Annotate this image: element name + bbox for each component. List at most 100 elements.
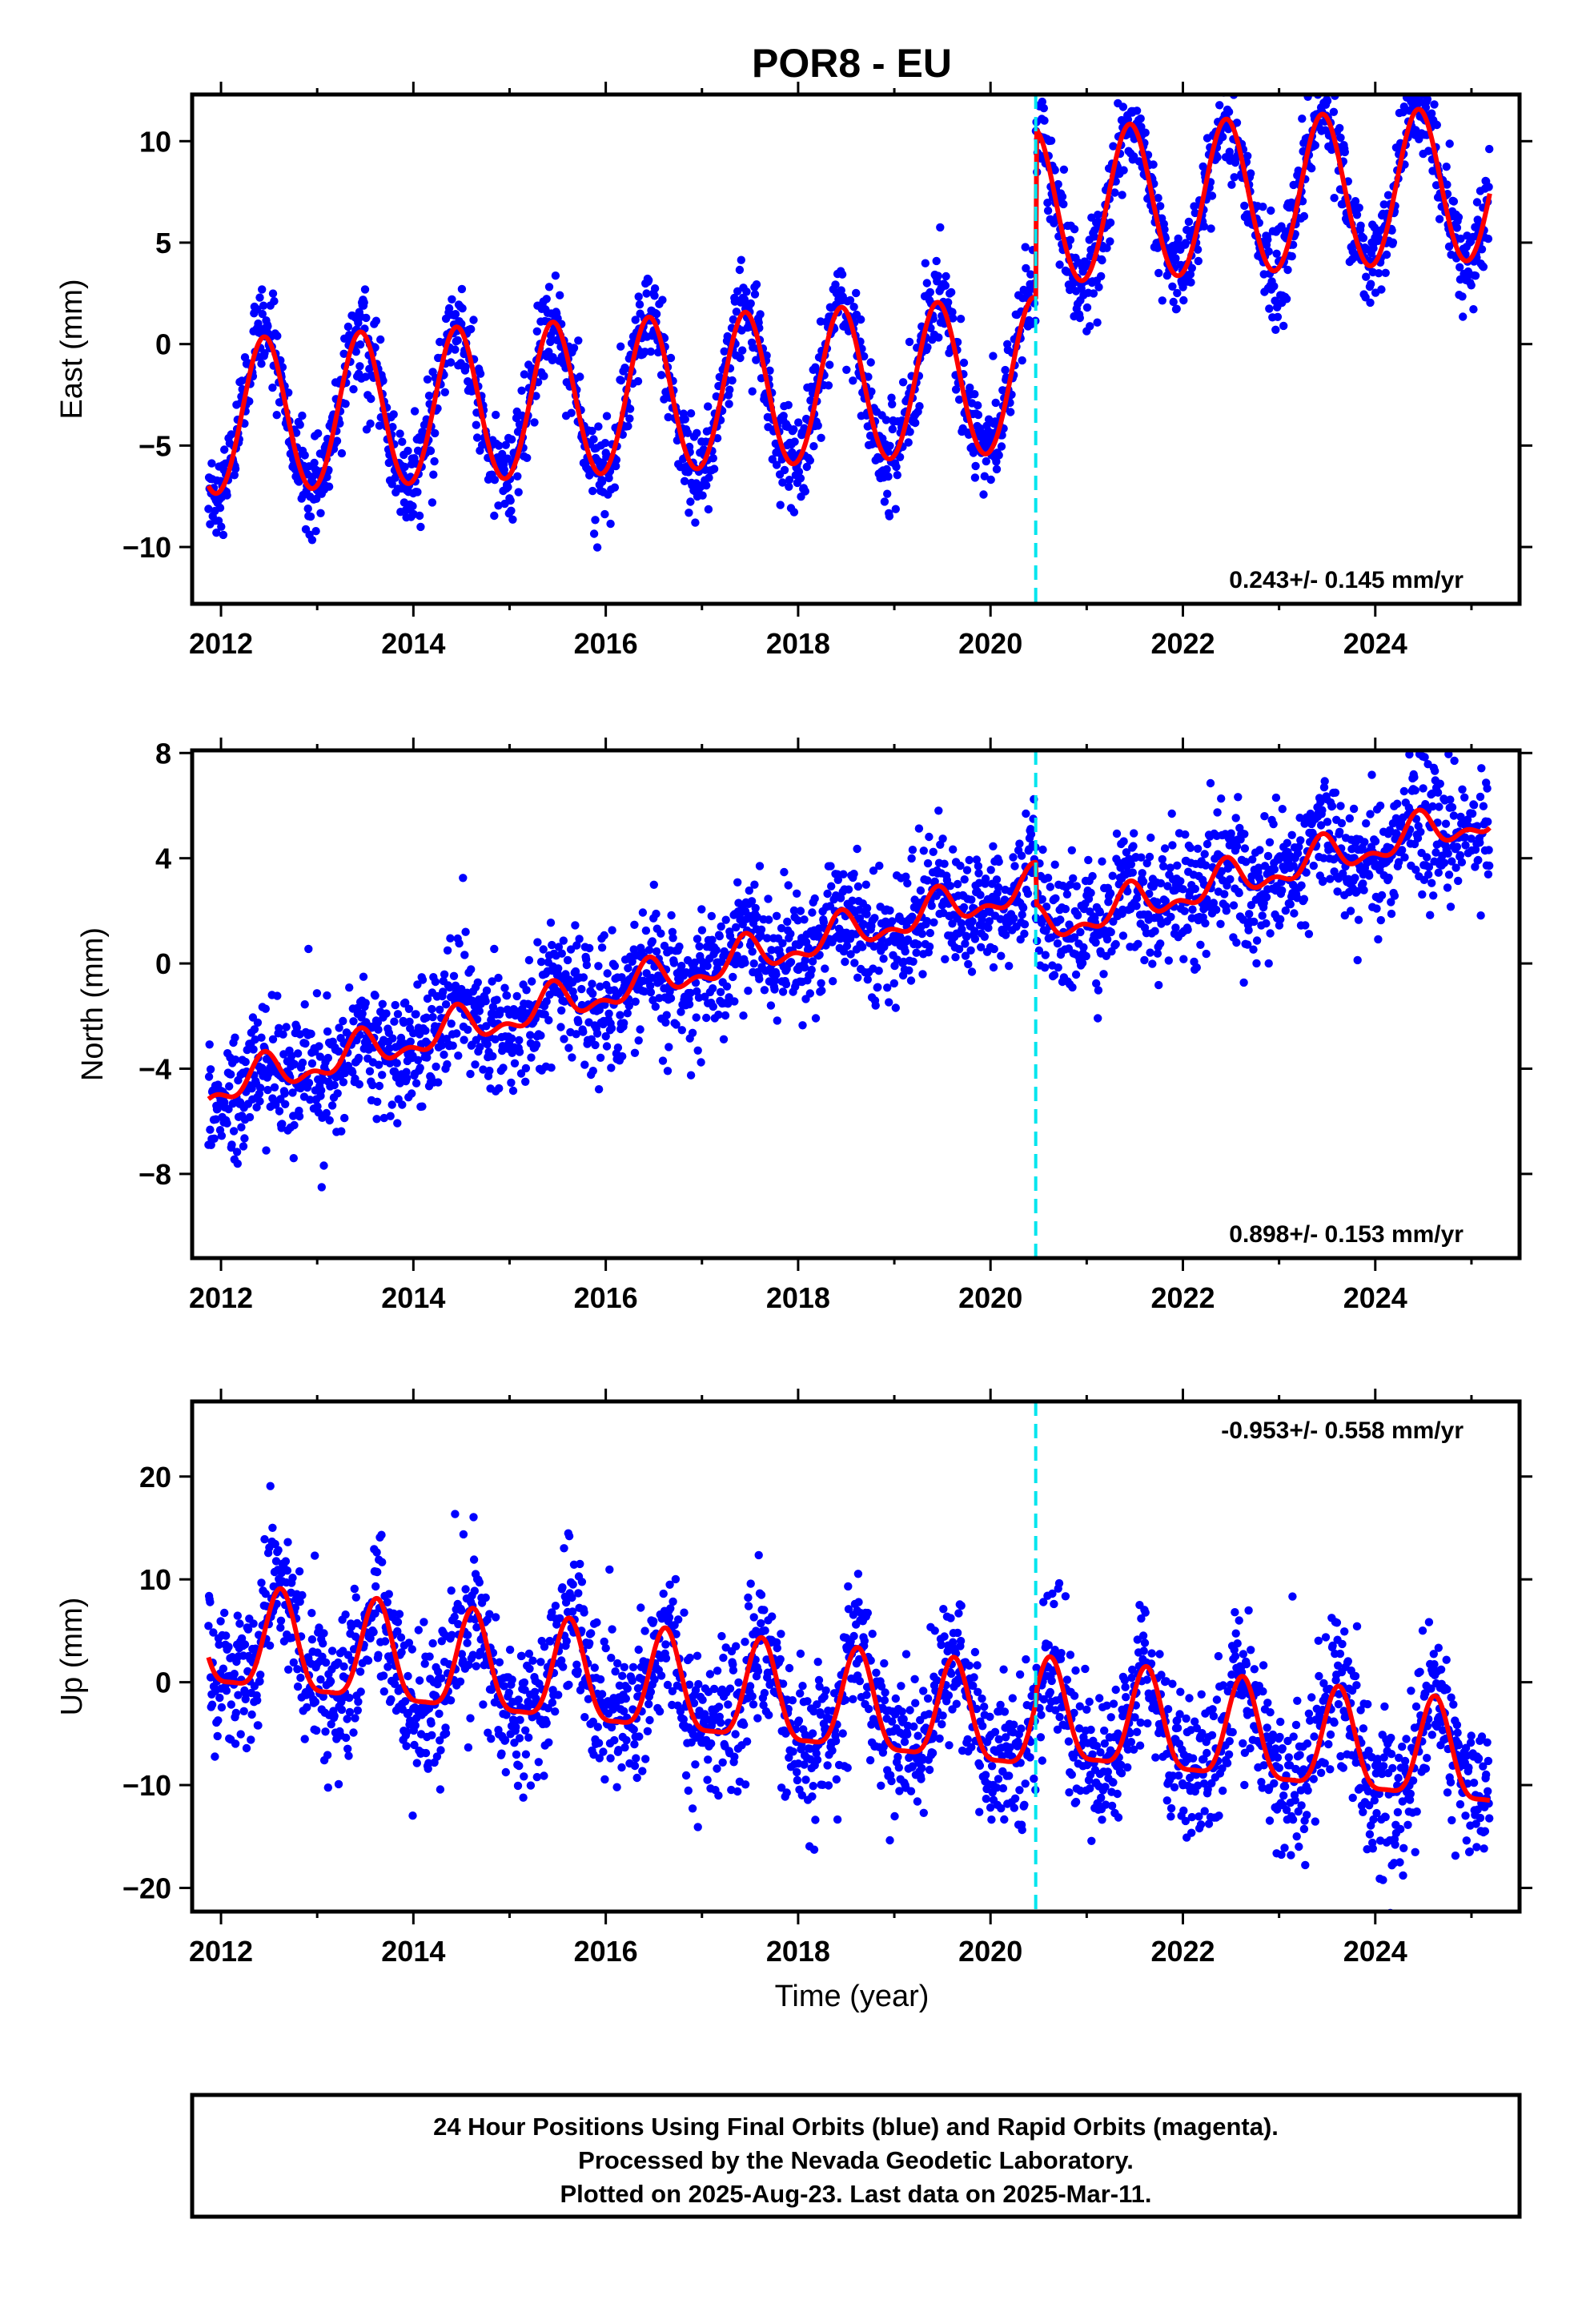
data-point xyxy=(282,1023,291,1031)
data-point xyxy=(1393,799,1402,808)
data-point xyxy=(1336,802,1345,810)
data-point xyxy=(1252,959,1261,968)
data-point xyxy=(1020,920,1030,929)
data-point xyxy=(1142,738,1150,746)
data-point xyxy=(568,987,577,996)
data-point xyxy=(428,1004,436,1014)
data-point xyxy=(811,1014,821,1023)
data-point xyxy=(217,522,226,531)
data-point xyxy=(317,1086,326,1095)
data-point xyxy=(1286,900,1295,909)
data-point xyxy=(292,1023,301,1032)
data-point xyxy=(1423,853,1431,862)
data-point xyxy=(658,296,667,304)
data-point xyxy=(1086,322,1094,331)
data-point xyxy=(548,940,556,950)
data-point xyxy=(1307,164,1316,173)
data-point xyxy=(507,1034,516,1043)
data-point xyxy=(227,1700,235,1709)
data-point xyxy=(836,894,845,903)
data-point xyxy=(640,348,649,356)
data-point xyxy=(382,1009,391,1018)
y-axis-label: North (mm) xyxy=(76,927,110,1081)
data-point xyxy=(506,496,515,505)
data-point xyxy=(237,1123,246,1132)
data-point xyxy=(335,1023,343,1032)
data-point xyxy=(554,964,563,973)
data-point xyxy=(268,1523,277,1533)
data-point xyxy=(1093,318,1102,327)
data-point xyxy=(327,1101,337,1110)
data-point xyxy=(697,926,707,935)
data-point xyxy=(785,482,793,491)
data-point xyxy=(1043,874,1053,883)
data-point xyxy=(217,1132,227,1140)
data-point xyxy=(229,1127,239,1136)
data-point xyxy=(1106,237,1114,246)
scatter-series xyxy=(204,60,1494,552)
data-point xyxy=(457,284,467,294)
data-point xyxy=(1435,802,1443,811)
data-point xyxy=(398,437,407,446)
data-point xyxy=(666,353,676,363)
data-point xyxy=(1221,60,1229,68)
data-point xyxy=(1456,850,1465,860)
data-point xyxy=(870,914,879,923)
data-point xyxy=(377,1530,386,1539)
data-point xyxy=(817,979,825,988)
data-point xyxy=(339,1078,348,1087)
data-point xyxy=(296,1673,305,1683)
data-point xyxy=(656,929,665,938)
data-point xyxy=(437,1041,446,1050)
data-point xyxy=(459,874,468,883)
data-point xyxy=(641,926,651,935)
data-point xyxy=(911,418,920,428)
data-point xyxy=(255,1097,264,1106)
data-point xyxy=(806,396,815,405)
data-point xyxy=(1418,890,1427,899)
data-point xyxy=(307,1029,315,1039)
data-point xyxy=(1323,96,1332,106)
data-point xyxy=(992,875,1002,884)
data-point xyxy=(1390,891,1399,900)
data-point xyxy=(656,371,666,380)
data-point xyxy=(733,951,741,960)
data-point xyxy=(1138,877,1148,887)
data-point xyxy=(588,486,597,496)
data-point xyxy=(348,1068,357,1077)
data-point xyxy=(1106,889,1115,898)
data-point xyxy=(624,422,632,431)
data-point xyxy=(1010,914,1018,923)
data-point xyxy=(276,1616,286,1626)
data-point xyxy=(725,400,733,408)
data-point xyxy=(263,1085,272,1095)
data-point xyxy=(379,1687,388,1696)
data-point xyxy=(1472,198,1482,207)
data-point xyxy=(1193,844,1203,854)
data-point xyxy=(589,529,599,538)
data-point xyxy=(514,488,523,497)
x-tick-label: 2024 xyxy=(1343,1281,1407,1314)
data-point xyxy=(1444,870,1454,879)
data-point xyxy=(675,942,684,951)
data-point xyxy=(304,1079,314,1088)
data-point xyxy=(604,1009,613,1019)
data-point xyxy=(1359,234,1368,243)
data-point xyxy=(824,381,833,390)
data-point xyxy=(1058,192,1067,201)
data-point xyxy=(231,1708,240,1718)
data-point xyxy=(974,862,983,870)
data-point xyxy=(934,271,942,280)
data-point xyxy=(912,948,921,957)
data-point xyxy=(1009,853,1018,862)
data-point xyxy=(1179,296,1188,305)
data-point xyxy=(1423,94,1432,104)
y-tick-label: −10 xyxy=(122,531,171,564)
data-point xyxy=(721,915,730,924)
data-point xyxy=(1240,201,1249,211)
data-point xyxy=(349,384,358,394)
data-point xyxy=(1232,938,1241,947)
data-point xyxy=(785,476,794,485)
data-point xyxy=(333,1089,342,1098)
data-point xyxy=(1005,962,1014,971)
